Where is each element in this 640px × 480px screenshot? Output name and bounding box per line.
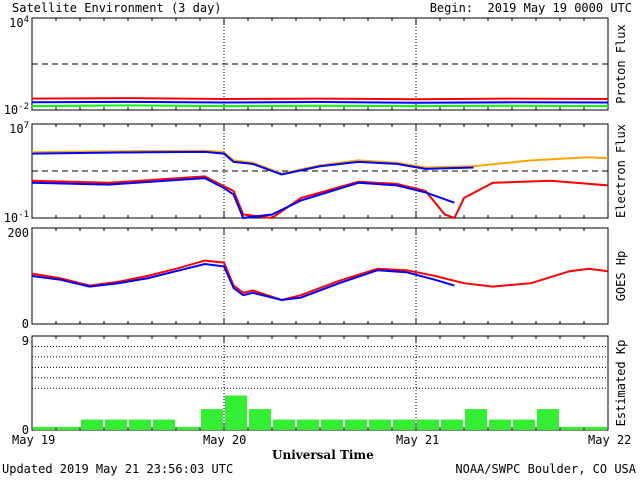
- kp-bar: [57, 426, 79, 430]
- kp-bar: [321, 419, 343, 430]
- kp-bar: [177, 426, 199, 430]
- y-tick-label: 9: [22, 334, 29, 348]
- y-tick-label: 10-1: [4, 210, 29, 225]
- series-line-red: [31, 175, 609, 220]
- series-line-red: [31, 97, 609, 101]
- kp-bar: [297, 419, 319, 430]
- credit-text: NOAA/SWPC Boulder, CO USA: [455, 462, 636, 476]
- y-axis-label: Proton Flux: [614, 24, 628, 103]
- x-tick-label: May 19: [12, 433, 56, 447]
- kp-bar: [273, 419, 295, 430]
- series-line-blue: [31, 262, 455, 302]
- kp-bar: [561, 426, 583, 430]
- updated-timestamp: Updated 2019 May 21 23:56:03 UTC: [2, 462, 234, 476]
- y-axis-label: GOES Hp: [614, 251, 628, 302]
- y-tick-label: 0: [22, 423, 29, 437]
- panel-frame: [31, 17, 609, 111]
- series-line-orange: [31, 149, 609, 175]
- panel-frame: [31, 227, 609, 325]
- series-line-blue: [31, 177, 455, 220]
- kp-bar: [345, 419, 367, 430]
- kp-bar: [489, 419, 511, 430]
- kp-bar: [153, 419, 175, 430]
- kp-bar: [225, 395, 247, 430]
- kp-bar: [201, 409, 223, 430]
- kp-bar: [537, 409, 559, 430]
- series-line-blue: [31, 100, 609, 104]
- kp-bar: [465, 409, 487, 430]
- y-tick-label: 104: [9, 15, 29, 30]
- y-axis-label: Estimated Kp: [614, 340, 628, 427]
- kp-bar: [585, 426, 607, 430]
- chart-title: Satellite Environment (3 day): [12, 1, 222, 15]
- series-line-red: [31, 259, 609, 302]
- series-line-green: [31, 104, 609, 108]
- kp-bar: [417, 419, 439, 430]
- kp-bar: [513, 419, 535, 430]
- x-tick-label: May 22: [588, 433, 632, 447]
- kp-bar: [129, 419, 151, 430]
- y-tick-label: 200: [7, 226, 29, 240]
- kp-bar: [393, 419, 415, 430]
- panel-frame: [31, 335, 609, 431]
- kp-bar: [441, 419, 463, 430]
- kp-bar: [81, 419, 103, 430]
- x-tick-label: May 21: [396, 433, 440, 447]
- y-axis-label: Electron Flux: [614, 124, 628, 218]
- x-axis-label: Universal Time: [272, 448, 374, 462]
- x-tick-label: May 20: [203, 433, 247, 447]
- kp-bar: [33, 426, 55, 430]
- y-tick-label: 0: [22, 317, 29, 331]
- kp-bar: [369, 419, 391, 430]
- panel-frame: [31, 123, 609, 219]
- kp-bar: [105, 419, 127, 430]
- series-line-blue: [31, 150, 474, 176]
- kp-bar: [249, 409, 271, 430]
- begin-time: Begin: 2019 May 19 0000 UTC: [429, 1, 632, 15]
- y-tick-label: 10-2: [4, 102, 29, 117]
- y-tick-label: 107: [9, 121, 29, 136]
